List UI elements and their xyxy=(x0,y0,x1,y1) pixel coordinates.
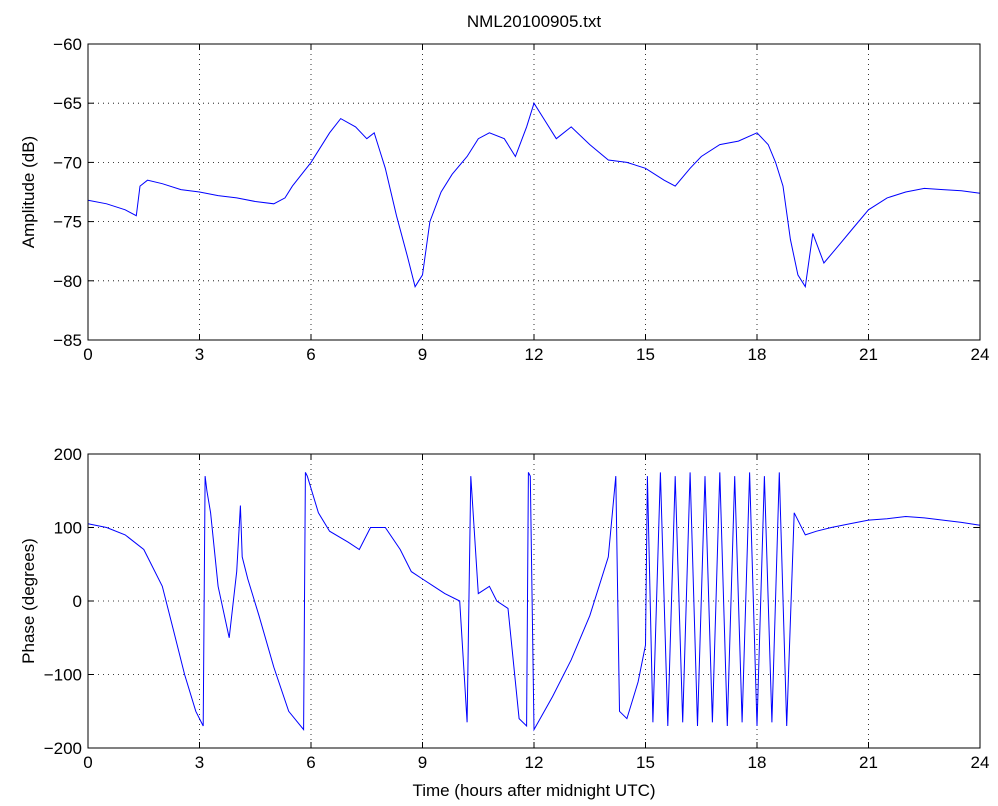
phase-panel: 0 3 6 9 12 15 18 21 24 −200 −100 0 100 200 Phase (degr… xyxy=(19,445,989,800)
phase-series-line xyxy=(87,472,981,732)
phase-xtick-label: 24 xyxy=(971,753,990,772)
amplitude-ytick-label: −70 xyxy=(53,153,82,172)
amplitude-xtick-label: 12 xyxy=(525,345,544,364)
chart-title: NML20100905.txt xyxy=(467,12,601,31)
amplitude-panel: 0 3 6 9 12 15 18 21 24 −85 −80 −75 −70 −65 −60 Amplitud… xyxy=(19,35,989,364)
amplitude-xtick-label: 3 xyxy=(195,345,204,364)
phase-ytick-label: 100 xyxy=(54,519,82,538)
phase-ytick-label: −200 xyxy=(44,739,82,758)
phase-xtick-label: 0 xyxy=(83,753,92,772)
amplitude-ytick-label: −80 xyxy=(53,272,82,291)
phase-xtick-label: 3 xyxy=(195,753,204,772)
amplitude-ytick-label: −65 xyxy=(53,94,82,113)
phase-ytick-label: 200 xyxy=(54,445,82,464)
amplitude-xtick-label: 0 xyxy=(83,345,92,364)
amplitude-xtick-label: 24 xyxy=(971,345,990,364)
amplitude-series-line xyxy=(87,102,981,289)
phase-ytick-label: −100 xyxy=(44,666,82,685)
phase-xtick-label: 21 xyxy=(859,753,878,772)
phase-xlabel: Time (hours after midnight UTC) xyxy=(412,781,655,800)
amplitude-ytick-label: −60 xyxy=(53,35,82,54)
amplitude-xtick-label: 6 xyxy=(306,345,315,364)
amplitude-xtick-label: 21 xyxy=(859,345,878,364)
amplitude-ytick-label: −75 xyxy=(53,213,82,232)
phase-xtick-label: 6 xyxy=(306,753,315,772)
phase-xtick-label: 12 xyxy=(525,753,544,772)
amplitude-axes-frame xyxy=(87,43,981,341)
phase-xtick-label: 18 xyxy=(748,753,767,772)
phase-ylabel: Phase (degrees) xyxy=(19,538,38,664)
phase-xtick-label: 15 xyxy=(636,753,655,772)
amplitude-ylabel: Amplitude (dB) xyxy=(19,136,38,248)
phase-xtick-label: 9 xyxy=(418,753,427,772)
amplitude-xtick-label: 15 xyxy=(636,345,655,364)
amplitude-xtick-label: 9 xyxy=(418,345,427,364)
amplitude-xtick-label: 18 xyxy=(748,345,767,364)
phase-ytick-label: 0 xyxy=(73,592,82,611)
amplitude-ytick-label: −85 xyxy=(53,331,82,350)
